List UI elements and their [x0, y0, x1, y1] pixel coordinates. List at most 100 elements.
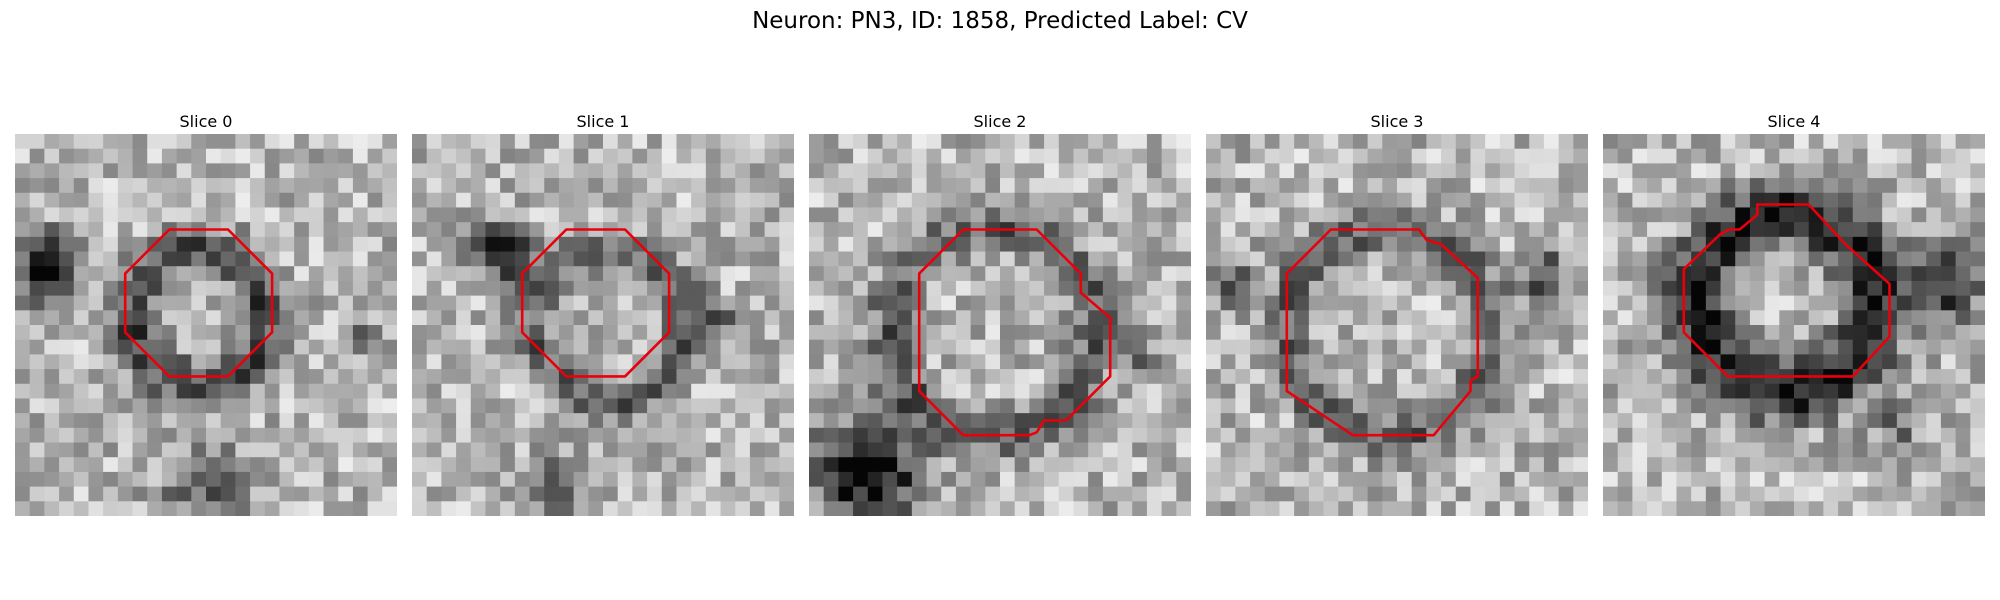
pixel — [1235, 501, 1251, 516]
pixel — [176, 178, 192, 194]
pixel — [1088, 501, 1104, 516]
pixel — [1382, 295, 1398, 311]
pixel — [1911, 266, 1927, 282]
pixel — [911, 222, 928, 238]
pixel — [661, 486, 678, 502]
pixel — [456, 192, 472, 209]
pixel — [1176, 398, 1191, 414]
pixel — [456, 295, 472, 311]
pixel — [441, 134, 457, 150]
pixel — [1558, 486, 1574, 502]
pixel — [661, 501, 678, 516]
pixel — [1808, 501, 1824, 516]
pixel — [1514, 442, 1530, 458]
pixel — [250, 325, 266, 341]
pixel — [15, 383, 31, 400]
pixel — [161, 148, 178, 164]
pixel — [1499, 325, 1516, 341]
pixel — [1058, 427, 1075, 444]
pixel — [456, 398, 472, 414]
pixel — [161, 501, 178, 516]
pixel — [1926, 398, 1942, 414]
pixel — [1132, 354, 1148, 370]
pixel — [749, 192, 766, 209]
pixel — [1514, 369, 1530, 385]
pixel — [1294, 222, 1310, 238]
pixel — [1529, 442, 1545, 458]
pixel — [279, 471, 295, 488]
pixel — [279, 354, 295, 370]
pixel — [1926, 236, 1942, 253]
pixel — [1029, 295, 1045, 311]
pixel — [970, 354, 986, 370]
pixel — [1970, 178, 1985, 194]
pixel — [1058, 325, 1075, 341]
pixel — [426, 295, 442, 311]
pixel — [632, 148, 648, 164]
pixel — [1573, 207, 1588, 223]
pixel — [1573, 280, 1588, 297]
pixel — [779, 413, 794, 429]
pixel — [1749, 295, 1766, 311]
pixel — [1499, 369, 1516, 385]
pixel — [1279, 178, 1295, 194]
pixel — [1352, 236, 1369, 253]
pixel — [603, 134, 619, 150]
pixel — [279, 266, 295, 282]
pixel — [1102, 207, 1119, 223]
pixel — [1455, 501, 1472, 516]
pixel — [441, 192, 457, 209]
pixel — [1206, 413, 1222, 429]
pixel — [514, 192, 531, 209]
pixel — [558, 148, 575, 164]
pixel — [500, 457, 516, 473]
pixel — [1132, 134, 1148, 150]
pixel — [1279, 442, 1295, 458]
pixel — [1000, 354, 1016, 370]
pixel — [1029, 192, 1045, 209]
pixel — [1029, 207, 1045, 223]
pixel — [1735, 457, 1751, 473]
pixel — [1926, 471, 1942, 488]
pixel — [1676, 471, 1692, 488]
pixel — [647, 207, 663, 223]
pixel — [161, 280, 178, 297]
pixel — [823, 369, 839, 385]
pixel — [1426, 148, 1442, 164]
pixel — [603, 280, 619, 297]
pixel — [352, 486, 369, 502]
pixel — [426, 222, 442, 238]
pixel — [941, 369, 957, 385]
pixel — [1206, 310, 1222, 326]
pixel — [647, 148, 663, 164]
pixel — [882, 501, 898, 516]
pixel — [838, 266, 854, 282]
pixel — [279, 501, 295, 516]
pixel — [29, 501, 45, 516]
pixel — [1455, 427, 1472, 444]
pixel — [603, 310, 619, 326]
pixel — [1029, 236, 1045, 253]
pixel — [161, 178, 178, 194]
pixel — [1735, 266, 1751, 282]
pixel — [1940, 148, 1957, 164]
pixel — [1411, 442, 1427, 458]
pixel — [853, 207, 869, 223]
pixel — [1573, 295, 1588, 311]
pixel — [147, 178, 163, 194]
pixel — [661, 192, 678, 209]
pixel — [206, 134, 222, 150]
pixel — [1529, 398, 1545, 414]
pixel — [1749, 280, 1766, 297]
pixel — [1014, 442, 1030, 458]
pixel — [1294, 369, 1310, 385]
pixel — [1235, 163, 1251, 179]
pixel — [1647, 251, 1663, 267]
pixel — [647, 383, 663, 400]
pixel — [103, 486, 119, 502]
pixel — [1044, 148, 1060, 164]
pixel — [705, 427, 722, 444]
pixel — [1882, 413, 1898, 429]
pixel — [73, 383, 90, 400]
pixel — [250, 398, 266, 414]
